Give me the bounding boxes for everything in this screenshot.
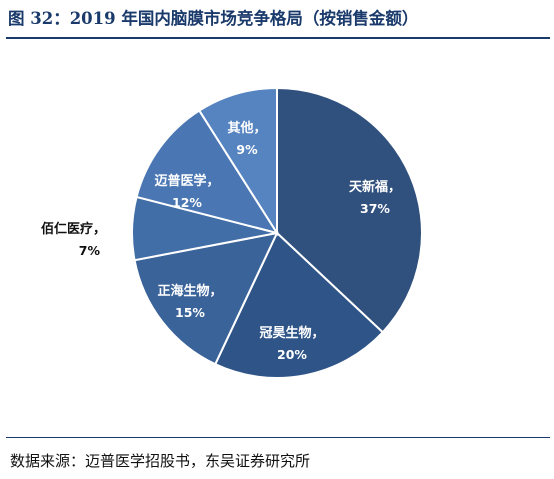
slice-label-3: 正海生物， 15% xyxy=(157,283,222,320)
pie-slice-3 xyxy=(133,231,279,366)
slice-label-2: 冠昊生物， 20% xyxy=(259,325,324,362)
pie-slice-6 xyxy=(197,86,278,237)
slice-name-label: 佰仁医疗， xyxy=(41,221,106,237)
pie-chart-area: 天新福， 37% 冠昊生物， 20% 正海生物， 15% 佰仁医疗， 7% 迈普医学， 12% 其他… xyxy=(0,40,554,435)
slice-name-label: 迈普医学， xyxy=(154,173,219,189)
pie-slice-5 xyxy=(135,109,280,235)
title-divider xyxy=(6,37,550,39)
data-source-note: 数据来源：迈普医学招股书，东吴证券研究所 xyxy=(10,452,311,470)
slice-value-label: 20% xyxy=(277,347,307,362)
slice-value-label: 7% xyxy=(79,243,101,258)
slice-value-label: 15% xyxy=(175,305,205,320)
slice-name-label: 天新福， xyxy=(349,179,401,195)
slice-label-4: 佰仁医疗， 7% xyxy=(41,221,106,258)
slice-name-label: 其他， xyxy=(227,120,266,136)
figure-title: 图 32：2019 年国内脑膜市场竞争格局（按销售金额） xyxy=(8,9,419,28)
slice-label-5: 迈普医学， 12% xyxy=(154,173,219,210)
slice-name-label: 冠昊生物， xyxy=(259,325,324,341)
slice-name-label: 正海生物， xyxy=(157,283,222,299)
pie-chart: 天新福， 37% 冠昊生物， 20% 正海生物， 15% 佰仁医疗， 7% 迈普医学， 12% 其他… xyxy=(41,86,423,379)
footer-divider xyxy=(6,437,550,438)
slice-label-6: 其他， 9% xyxy=(227,120,266,157)
slice-label-1: 天新福， 37% xyxy=(349,179,401,216)
pie-slice-1 xyxy=(276,86,423,334)
slice-value-label: 37% xyxy=(360,201,390,216)
pie-slice-2 xyxy=(213,231,385,379)
slice-value-label: 12% xyxy=(172,195,202,210)
slice-value-label: 9% xyxy=(236,142,258,157)
